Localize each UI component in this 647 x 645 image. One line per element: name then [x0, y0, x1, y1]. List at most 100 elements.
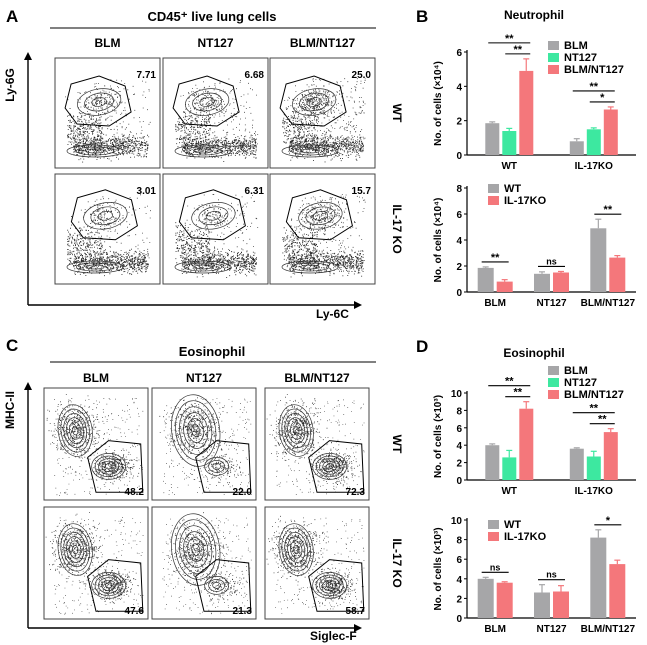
event-dots — [84, 568, 141, 604]
gated-contour — [212, 463, 221, 470]
gate-polygon — [279, 75, 347, 127]
gated-contour — [315, 455, 344, 478]
column-label: BLM/NT127 — [290, 36, 356, 50]
bar — [569, 448, 584, 480]
gated-contour — [319, 458, 341, 475]
event-dots — [175, 105, 211, 149]
bar — [553, 272, 569, 292]
bar — [502, 457, 517, 480]
y-tick-label: 4 — [456, 575, 462, 586]
legend-label: BLM/NT127 — [564, 389, 624, 401]
gate-polygon — [172, 75, 240, 127]
bar-chart: 0 2 4 6 8 No. of cells (×10⁴) BLM NT127 BLM/NT12… — [433, 183, 636, 309]
population-contour — [83, 202, 128, 230]
legend-label: NT127 — [564, 52, 597, 64]
significance-label: ns — [546, 570, 557, 580]
ridge-contour — [85, 264, 105, 270]
significance-label: ** — [589, 403, 598, 415]
bar — [586, 129, 601, 156]
flow-plot: 58.7 — [264, 506, 370, 620]
gated-contour — [325, 463, 334, 470]
y-tick-label: 0 — [456, 151, 462, 162]
y-tick-label: 4 — [456, 236, 462, 247]
upper-contour — [66, 417, 85, 444]
upper-contour — [66, 536, 85, 563]
y-tick-label: 6 — [456, 555, 462, 566]
upper-contour — [57, 523, 93, 576]
population-contour — [90, 206, 121, 226]
gate-percentage: 58.7 — [346, 606, 366, 617]
gate-percentage: 25.0 — [352, 70, 372, 81]
panel-letter: D — [416, 337, 428, 356]
gate-percentage: 7.71 — [137, 70, 157, 81]
event-dots — [308, 448, 362, 486]
y-tick-label: 8 — [456, 536, 462, 547]
column-label: NT127 — [186, 371, 222, 385]
significance-label: ns — [546, 256, 557, 266]
column-label: BLM/NT127 — [284, 371, 350, 385]
gated-contour — [208, 579, 225, 592]
event-dots — [282, 218, 318, 269]
gated-contour — [322, 579, 337, 591]
event-dots — [186, 199, 244, 238]
column-label: BLM — [83, 371, 109, 385]
bar — [553, 591, 569, 618]
bar — [496, 281, 513, 292]
flow-plot: 15.7 — [269, 173, 376, 285]
panel-title: Eosinophil — [179, 344, 245, 359]
ridge-contour — [75, 262, 115, 272]
upper-contour — [293, 425, 300, 436]
event-dots — [67, 99, 103, 155]
population-contour — [199, 97, 215, 107]
y-axis-label: No. of cells (×10⁴) — [433, 198, 444, 283]
legend-label: WT — [504, 519, 521, 531]
significance-label: ** — [589, 81, 598, 93]
ridge-contour — [174, 144, 232, 158]
upper-contour — [175, 519, 217, 580]
ridge-contour — [85, 148, 105, 154]
bar — [590, 228, 607, 292]
gated-contour — [325, 582, 334, 589]
event-dots — [65, 83, 130, 120]
y-axis-label: No. of cells (×10³) — [433, 527, 444, 610]
population-contour — [298, 202, 343, 230]
gated-contour — [101, 579, 116, 591]
upper-contour — [72, 425, 79, 436]
event-dots — [311, 567, 363, 607]
y-axis-label: Ly-6G — [3, 68, 17, 102]
y-tick-label: 6 — [456, 48, 462, 59]
gate-percentage: 6.31 — [245, 186, 265, 197]
panel-a-flow-cytometry: A CD45⁺ live lung cells BLM NT127 BLM/NT127 W… — [3, 7, 404, 321]
gated-contour — [212, 582, 221, 589]
y-tick-label: 4 — [456, 82, 462, 93]
legend-swatch — [548, 366, 559, 375]
panel-letter: A — [6, 7, 18, 26]
event-dots — [159, 397, 228, 465]
y-tick-label: 2 — [456, 459, 462, 470]
y-tick-label: 2 — [456, 117, 462, 128]
ridge-contour — [183, 146, 223, 156]
upper-contour — [278, 523, 314, 576]
x-axis-arrowhead — [354, 624, 362, 632]
bar — [534, 592, 550, 618]
x-axis-arrowhead — [354, 301, 362, 309]
bar — [496, 582, 513, 618]
legend-swatch — [548, 390, 559, 399]
x-tick-label: BLM/NT127 — [581, 624, 636, 635]
legend-swatch — [548, 65, 559, 74]
gate-polygon — [285, 189, 353, 241]
y-tick-label: 0 — [456, 288, 462, 299]
upper-contour — [284, 532, 308, 568]
x-axis-label: Ly-6C — [316, 307, 349, 321]
gate-polygon — [64, 75, 132, 127]
gate-polygon — [87, 559, 144, 612]
panel-c-flow-cytometry: C Eosinophil BLM NT127 BLM/NT127 WT IL-17 KO MH… — [3, 336, 404, 643]
x-tick-label: IL-17KO — [575, 486, 614, 497]
ridge-contour — [66, 144, 124, 158]
x-tick-label: WT — [501, 486, 517, 497]
ridge-contour — [300, 264, 320, 270]
flow-plot: 21.3 — [151, 506, 257, 620]
gate-polygon — [70, 189, 138, 241]
bar — [519, 70, 534, 155]
